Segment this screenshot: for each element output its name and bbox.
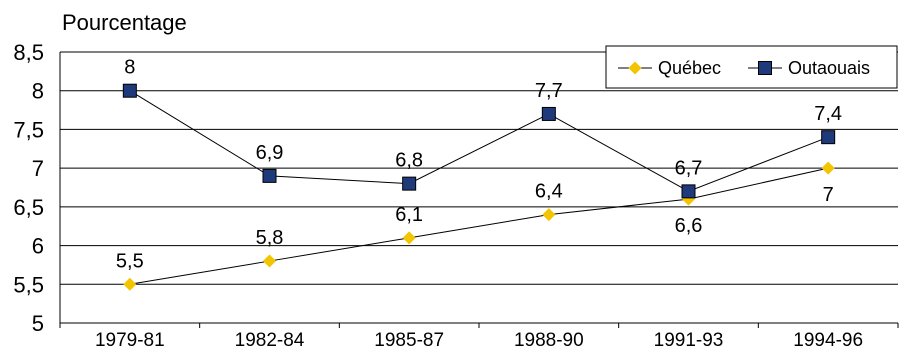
y-axis-ticks: 5 5,5 6 6,5 7 7,5 8 8,5 [13, 40, 44, 336]
y-tick-label: 7,5 [13, 117, 44, 142]
series-group: 5,5 5,8 6,1 6,4 6,6 7 8 6,9 6,8 7,7 6,7 7,4 [116, 57, 842, 291]
legend-marker-outaouais [758, 61, 772, 75]
data-point-quebec [542, 208, 556, 222]
data-label-outaouais: 7,4 [814, 103, 842, 125]
y-tick-label: 5 [32, 311, 44, 336]
y-tick-label: 8 [32, 79, 44, 104]
data-point-outaouais [402, 176, 417, 191]
data-label-quebec: 6,4 [535, 181, 563, 203]
x-tick-label: 1985-87 [374, 330, 444, 351]
data-point-outaouais [681, 184, 696, 199]
data-label-outaouais: 6,8 [395, 150, 423, 172]
series-line-quebec [129, 167, 829, 285]
data-point-outaouais [122, 83, 137, 98]
legend-marker-quebec [628, 61, 642, 75]
legend: Québec Outaouais [605, 45, 898, 89]
data-label-outaouais: 6,7 [675, 157, 703, 179]
data-point-outaouais [262, 168, 277, 183]
data-label-quebec: 6,1 [395, 204, 423, 226]
x-tick-label: 1979-81 [95, 330, 165, 351]
legend-label-outaouais: Outaouais [788, 58, 870, 78]
y-axis-title: Pourcentage [62, 10, 187, 35]
x-tick-label: 1991-93 [654, 330, 724, 351]
data-point-quebec [821, 161, 835, 175]
x-tick-label: 1982-84 [235, 330, 305, 351]
y-tick-label: 8,5 [13, 40, 44, 65]
data-point-outaouais [821, 130, 836, 145]
x-tick-label: 1994-96 [793, 330, 863, 351]
data-point-quebec [263, 254, 276, 268]
data-point-quebec [402, 231, 416, 245]
data-label-outaouais: 8 [124, 57, 135, 79]
data-label-quebec: 5,8 [256, 227, 284, 249]
data-point-outaouais [541, 106, 556, 121]
series-line-outaouais [129, 90, 829, 192]
data-label-quebec: 7 [823, 184, 834, 206]
axes [59, 52, 899, 328]
legend-label-quebec: Québec [658, 58, 721, 78]
data-label-quebec: 5,5 [116, 250, 144, 272]
y-tick-label: 6 [32, 234, 44, 259]
data-label-outaouais: 7,7 [535, 80, 563, 102]
data-label-outaouais: 6,9 [256, 142, 284, 164]
data-point-quebec [123, 277, 137, 291]
data-label-quebec: 6,6 [675, 215, 703, 237]
legend-box [605, 45, 898, 89]
x-tick-label: 1988-90 [514, 330, 584, 351]
gridlines [60, 51, 898, 285]
y-tick-label: 6,5 [13, 195, 44, 220]
y-tick-label: 7 [32, 156, 44, 181]
x-axis-ticks: 1979-81 1982-84 1985-87 1988-90 1991-93 1994-… [95, 330, 863, 351]
y-tick-label: 5,5 [13, 272, 44, 297]
